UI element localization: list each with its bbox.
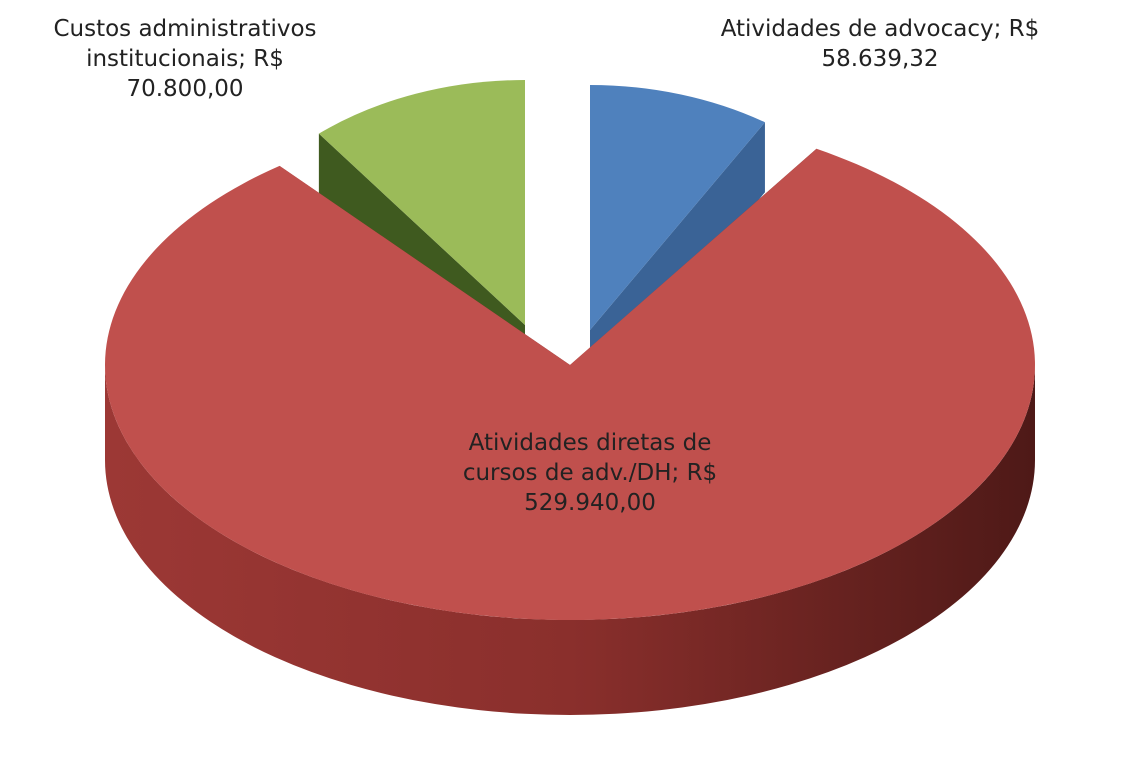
pie-slice — [104, 148, 1035, 620]
label-value: R$ 70.800,00 — [126, 46, 284, 102]
label-value: R$ 58.639,32 — [821, 16, 1040, 72]
label-category: Atividades de advocacy; — [720, 16, 1002, 42]
data-label: Atividades de advocacy; R$ 58.639,32 — [700, 14, 1060, 74]
data-label: Atividades diretas de cursos de adv./DH;… — [455, 428, 725, 518]
label-value: R$ 529.940,00 — [524, 460, 718, 516]
pie-slice — [318, 80, 525, 325]
data-label: Custos administrativos institucionais; R… — [35, 14, 335, 104]
slice-side — [105, 365, 1035, 715]
label-category: Custos administrativos institucionais; — [53, 16, 317, 72]
label-category: Atividades diretas de cursos de adv./DH; — [462, 430, 712, 486]
pie-slice — [590, 85, 765, 330]
